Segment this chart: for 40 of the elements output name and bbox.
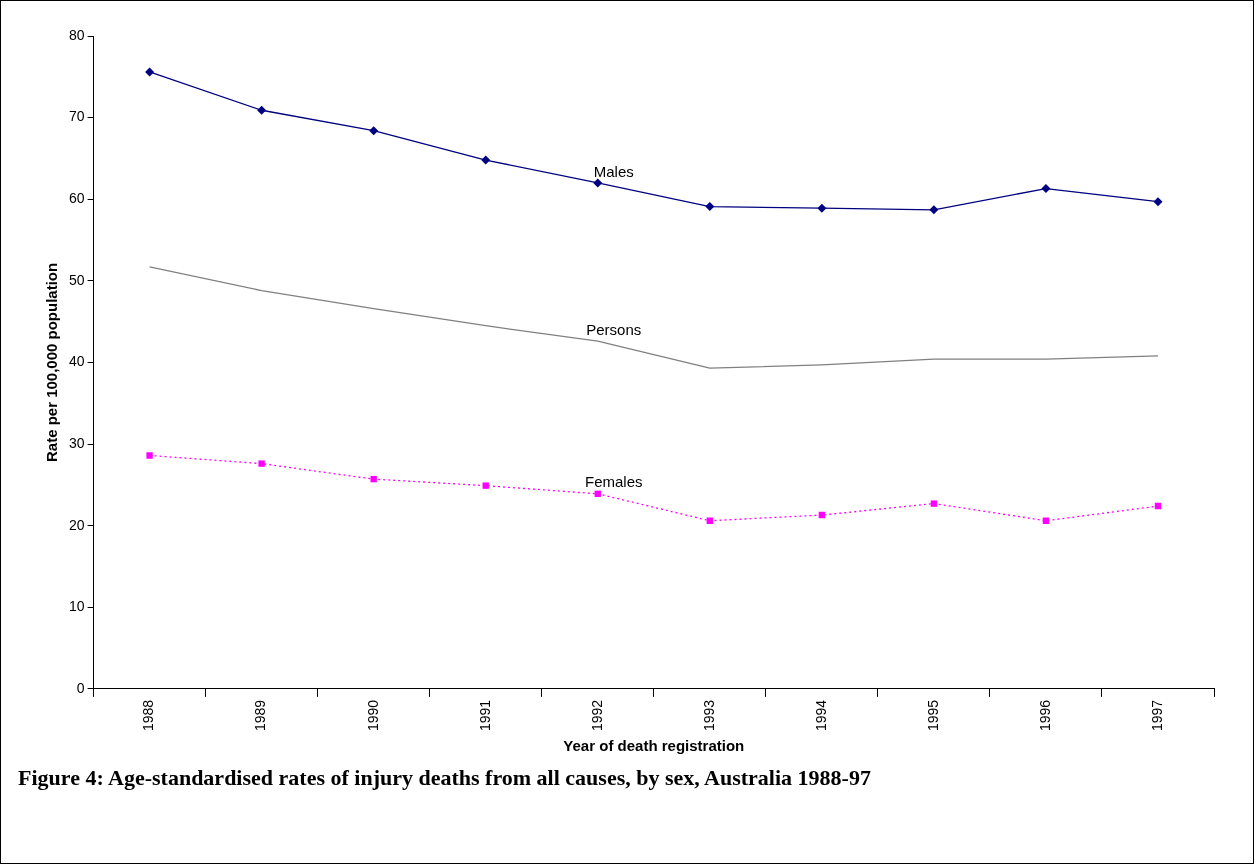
point [481,155,491,165]
point [929,205,939,215]
x-tick-label: 1988 [140,699,157,732]
point [593,178,603,188]
x-axis-title: Year of death registration [563,737,745,755]
x-tick-label: 1989 [252,699,269,732]
x-tick-label: 1996 [1036,699,1053,732]
y-tick-label: 10 [68,598,85,615]
point [146,452,153,459]
point [817,203,827,213]
x-tick-label: 1992 [588,699,605,732]
y-tick-label: 60 [68,190,85,207]
x-tick-label: 1993 [700,699,717,732]
y-tick-label: 40 [68,353,85,370]
point [482,482,489,489]
x-tick-label: 1997 [1148,699,1165,732]
point [1153,197,1163,207]
y-tick-label: 80 [68,26,85,43]
point [257,105,267,115]
point [369,126,379,136]
y-tick-label: 20 [68,516,85,533]
series-label: Females [585,473,643,491]
point [145,67,155,77]
point [370,475,377,483]
y-tick-label: 50 [68,271,85,288]
point [1041,184,1051,194]
point [930,500,938,507]
x-tick-label: 1990 [364,699,381,732]
series-label: Persons [586,320,642,338]
text: Figure 4: Age-standardised rates of injury deaths from all causes, by sex, Australia 1988-97 [18,765,871,791]
y-tick-label: 0 [76,679,85,696]
y-axis-title: Rate per 100,000 population [43,262,61,463]
x-tick-label: 1995 [924,699,941,732]
point [705,202,715,212]
y-tick-label: 30 [68,434,85,451]
x-tick-label: 1994 [812,699,829,732]
y-tick-label: 70 [68,108,85,125]
x-tick-label: 1991 [476,699,493,732]
series-label: Males [593,162,634,180]
point [258,460,265,467]
